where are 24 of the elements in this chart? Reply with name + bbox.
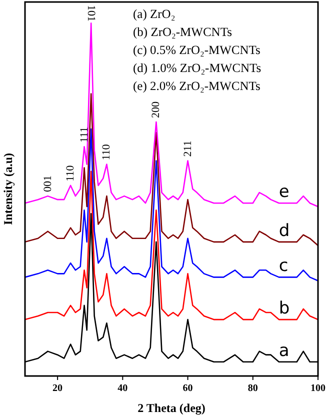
- annotation: (b) ZrO₂-MWCNTs: [133, 25, 232, 39]
- annotation: 110: [100, 144, 113, 160]
- annotation: (c) 0.5% ZrO₂-MWCNTs: [133, 43, 261, 57]
- annotation: 001: [42, 176, 54, 192]
- annotation: (e) 2.0% ZrO₂-MWCNTs: [133, 79, 261, 93]
- series-label: b: [278, 298, 290, 319]
- annotation: (d) 1.0% ZrO₂-MWCNTs: [133, 61, 262, 75]
- series-label: a: [278, 340, 290, 361]
- annotation: 200: [150, 100, 162, 118]
- annotation: 101: [84, 5, 97, 22]
- x-axis-title: 2 Theta (deg): [138, 401, 206, 415]
- series-label: e: [278, 182, 290, 202]
- x-tick-label: 20: [52, 383, 63, 394]
- x-tick-label: 60: [182, 383, 193, 394]
- text: (a) ZrO₂: [133, 7, 176, 21]
- y-axis-title: Intensity (a.u): [1, 152, 15, 226]
- annotation: 110: [64, 164, 77, 182]
- annotation: 211: [182, 140, 194, 157]
- x-tick-label: 40: [118, 383, 128, 394]
- series-label: d: [278, 220, 290, 241]
- annotation: 111: [78, 126, 90, 143]
- x-tick-label: 100: [310, 383, 326, 394]
- series-label: c: [278, 256, 288, 276]
- x-tick-label: 80: [248, 383, 258, 394]
